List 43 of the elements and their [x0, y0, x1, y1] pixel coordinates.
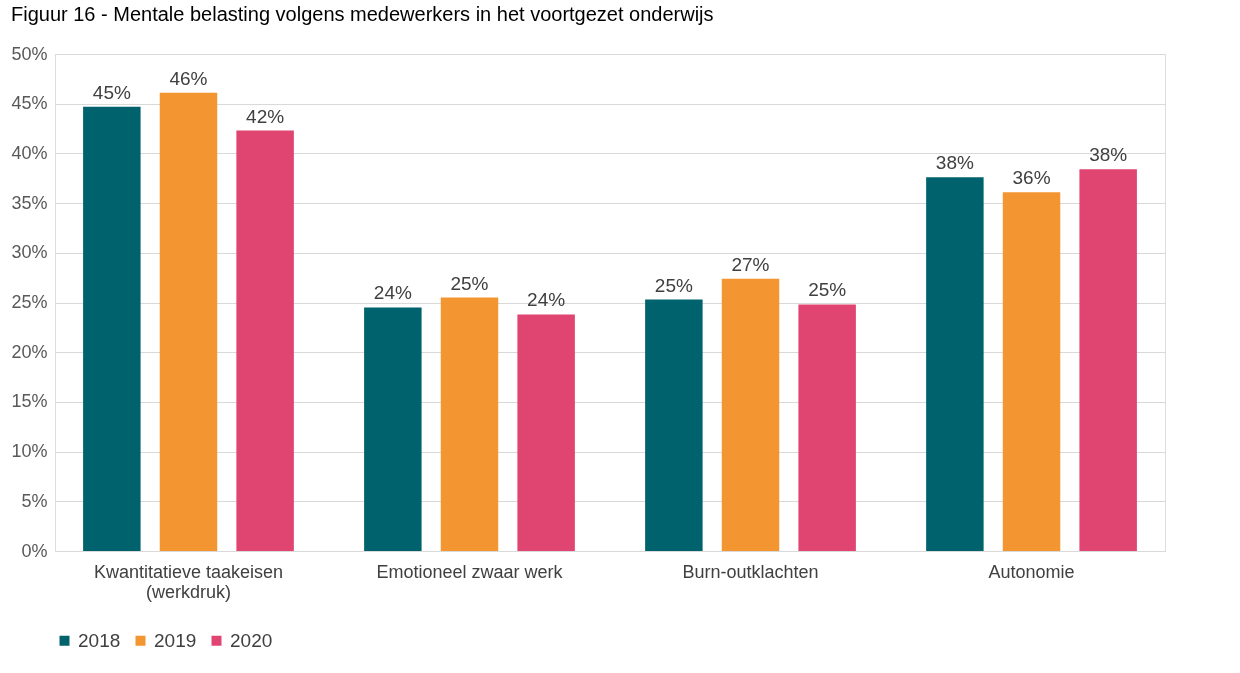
- bar: [798, 304, 856, 551]
- x-tick-label: Autonomie: [988, 561, 1075, 582]
- data-label: 46%: [169, 67, 208, 89]
- bar: [721, 278, 780, 551]
- y-tick-label: 50%: [11, 43, 48, 64]
- y-tick-label: 30%: [11, 242, 48, 263]
- y-tick-label: 10%: [11, 441, 48, 462]
- data-label: 25%: [654, 274, 693, 296]
- data-label: 25%: [450, 272, 489, 294]
- chart-title: Figuur 16 - Mentale belasting volgens medewerkers in het voortgezet onderwijs: [10, 3, 714, 25]
- bar: [236, 130, 294, 551]
- data-label: 38%: [1089, 144, 1128, 166]
- y-tick-label: 20%: [11, 341, 48, 362]
- data-label: 27%: [731, 253, 770, 275]
- bar: [440, 297, 499, 551]
- bar: [1079, 169, 1137, 551]
- x-tick-label: Burn-outklachten: [682, 561, 819, 582]
- data-label: 36%: [1012, 167, 1051, 189]
- data-label: 24%: [527, 289, 566, 311]
- bar: [1002, 192, 1061, 551]
- bar: [364, 307, 422, 551]
- data-label: 25%: [808, 279, 847, 301]
- x-tick-label: Kwantitatieve taakeisen (werkdruk): [93, 561, 284, 602]
- bar: [645, 299, 703, 551]
- y-tick-label: 40%: [11, 142, 48, 163]
- x-tick-label: Emotioneel zwaar werk: [376, 561, 564, 582]
- legend-label: 2018: [78, 629, 121, 651]
- y-tick-label: 35%: [11, 192, 48, 213]
- y-tick-label: 0%: [21, 540, 48, 561]
- bar: [926, 177, 984, 551]
- y-tick-label: 45%: [11, 93, 48, 114]
- y-tick-label: 25%: [11, 292, 48, 312]
- y-tick-label: 5%: [21, 490, 48, 511]
- data-label: 24%: [373, 282, 412, 304]
- legend-label: 2020: [230, 629, 273, 651]
- bar: [517, 314, 575, 551]
- data-label: 38%: [935, 152, 974, 174]
- bar: [159, 92, 218, 551]
- data-label: 42%: [246, 105, 285, 127]
- legend-label: 2019: [154, 629, 197, 651]
- bar: [83, 106, 141, 551]
- data-label: 45%: [92, 81, 131, 103]
- y-tick-label: 15%: [11, 391, 48, 412]
